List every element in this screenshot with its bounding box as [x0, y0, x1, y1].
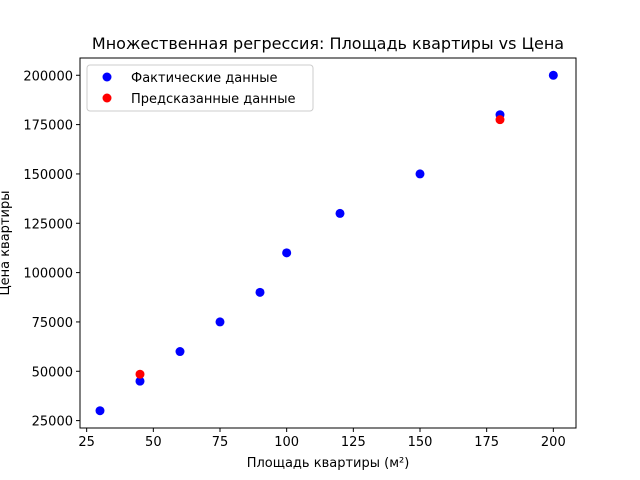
- x-axis: 25 50 75 100 125 150 175 200: [78, 428, 566, 450]
- y-tick-label: 150000: [23, 168, 73, 183]
- actual-data-point: [415, 169, 425, 179]
- x-tick-label: 100: [274, 435, 299, 450]
- actual-data-point: [95, 406, 105, 416]
- y-axis-label: Цена квартиры: [0, 191, 13, 296]
- x-tick-label: 50: [145, 435, 162, 450]
- y-tick-label: 50000: [32, 365, 73, 380]
- plot-frame: [79, 57, 577, 429]
- y-tick-label: 100000: [23, 267, 73, 282]
- legend-marker-predicted: [102, 93, 112, 103]
- legend-label-predicted: Предсказанные данные: [131, 92, 295, 107]
- actual-data-point: [282, 248, 292, 258]
- x-axis-label: Площадь квартиры (м²): [247, 456, 410, 471]
- predicted-data-point: [495, 115, 505, 125]
- actual-data-point: [548, 70, 558, 80]
- actual-data-point: [215, 317, 225, 327]
- x-tick-label: 75: [212, 435, 229, 450]
- actual-data-point: [255, 287, 265, 297]
- actual-data-point: [335, 208, 345, 218]
- chart-title: Множественная регрессия: Площадь квартир…: [92, 34, 564, 53]
- data-points: [95, 70, 558, 416]
- y-tick-label: 75000: [32, 316, 73, 331]
- y-axis: 25000 50000 75000 100000 125000 150000 175000 2…: [23, 69, 80, 430]
- x-tick-label: 125: [341, 435, 366, 450]
- actual-data-point: [175, 347, 185, 357]
- legend-marker-actual: [102, 72, 112, 82]
- y-tick-label: 25000: [32, 415, 73, 430]
- actual-data-point: [135, 376, 145, 386]
- y-tick-label: 175000: [23, 119, 73, 134]
- legend-box: [86, 64, 314, 112]
- legend: Фактические данные Предсказанные данные: [86, 64, 314, 112]
- x-tick-label: 150: [408, 435, 433, 450]
- predicted-data-point: [135, 369, 145, 379]
- legend-label-actual: Фактические данные: [131, 71, 278, 86]
- y-tick-label: 125000: [23, 217, 73, 232]
- y-tick-label: 200000: [23, 69, 73, 84]
- x-tick-label: 200: [541, 435, 566, 450]
- x-tick-label: 175: [474, 435, 499, 450]
- x-tick-label: 25: [78, 435, 95, 450]
